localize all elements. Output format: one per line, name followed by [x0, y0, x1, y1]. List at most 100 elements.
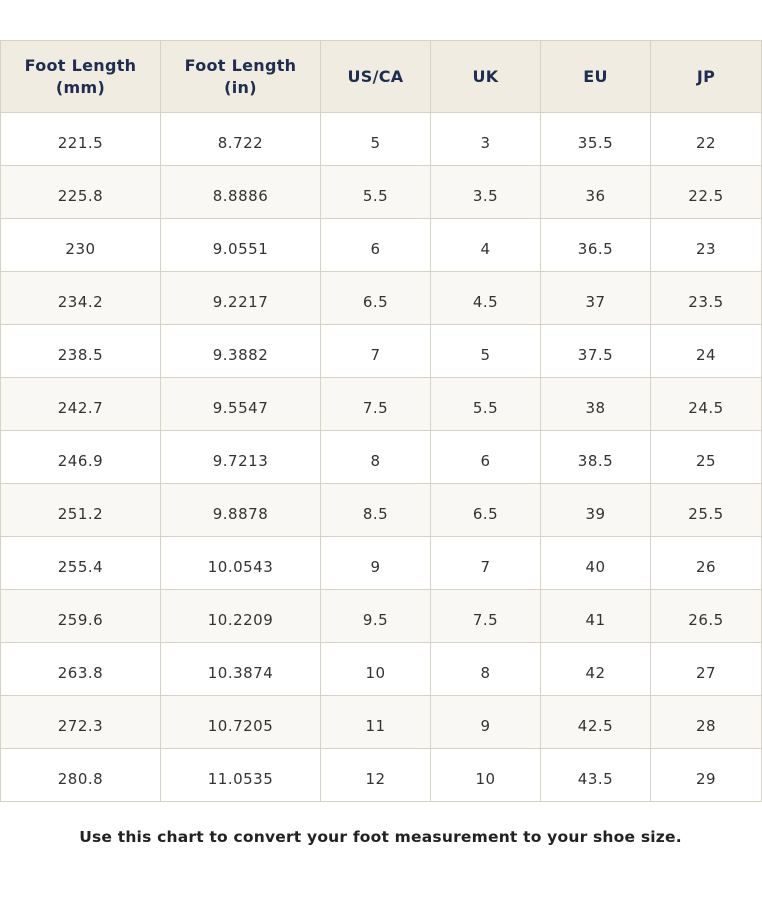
table-cell: 242.7: [0, 377, 161, 431]
table-cell: 26: [650, 536, 762, 590]
table-cell: 23.5: [650, 271, 762, 325]
table-cell: 10: [320, 642, 431, 696]
table-cell: 12: [320, 748, 431, 802]
table-cell: 36: [540, 165, 651, 219]
table-cell: 9: [320, 536, 431, 590]
table-cell: 29: [650, 748, 762, 802]
column-header: Foot Length (mm): [0, 40, 161, 113]
table-cell: 230: [0, 218, 161, 272]
table-cell: 9.2217: [160, 271, 321, 325]
table-cell: 234.2: [0, 271, 161, 325]
table-row: 251.2 9.8878 8.5 6.5 39 25.5: [0, 483, 762, 537]
table-row: 225.8 8.8886 5.5 3.5 36 22.5: [0, 165, 762, 219]
table-cell: 42: [540, 642, 651, 696]
table-cell: 9.3882: [160, 324, 321, 378]
table-cell: 8.5: [320, 483, 431, 537]
table-cell: 5.5: [430, 377, 541, 431]
table-cell: 5: [430, 324, 541, 378]
table-cell: 38.5: [540, 430, 651, 484]
table-cell: 22.5: [650, 165, 762, 219]
table-cell: 23: [650, 218, 762, 272]
table-cell: 9.7213: [160, 430, 321, 484]
table-cell: 24: [650, 324, 762, 378]
table-cell: 37.5: [540, 324, 651, 378]
table-cell: 9.8878: [160, 483, 321, 537]
size-table: Foot Length (mm) Foot Length (in) US/CA UK E…: [0, 40, 762, 802]
table-cell: 6: [320, 218, 431, 272]
table-body: 221.5 8.722 5 3 35.5 22 225.8 8.8886 5.5 3.5 36 22.…: [0, 112, 762, 802]
table-cell: 8: [430, 642, 541, 696]
table-cell: 7: [320, 324, 431, 378]
table-row: 246.9 9.7213 8 6 38.5 25: [0, 430, 762, 484]
column-header: EU: [540, 40, 651, 113]
table-cell: 9.0551: [160, 218, 321, 272]
table-cell: 6.5: [430, 483, 541, 537]
header-row: Foot Length (mm) Foot Length (in) US/CA UK E…: [0, 40, 762, 113]
table-cell: 22: [650, 112, 762, 166]
table-cell: 259.6: [0, 589, 161, 643]
table-row: 255.4 10.0543 9 7 40 26: [0, 536, 762, 590]
column-header: US/CA: [320, 40, 431, 113]
caption: Use this chart to convert your foot meas…: [79, 828, 682, 846]
table-row: 238.5 9.3882 7 5 37.5 24: [0, 324, 762, 378]
table-cell: 10.3874: [160, 642, 321, 696]
table-cell: 6: [430, 430, 541, 484]
table-cell: 39: [540, 483, 651, 537]
table-cell: 28: [650, 695, 762, 749]
table-row: 272.3 10.7205 11 9 42.5 28: [0, 695, 762, 749]
table-cell: 8.722: [160, 112, 321, 166]
table-cell: 3.5: [430, 165, 541, 219]
table-head: Foot Length (mm) Foot Length (in) US/CA UK E…: [0, 40, 762, 113]
table-cell: 3: [430, 112, 541, 166]
column-header: JP: [650, 40, 762, 113]
table-cell: 35.5: [540, 112, 651, 166]
table-cell: 10.0543: [160, 536, 321, 590]
table-cell: 7: [430, 536, 541, 590]
table-row: 263.8 10.3874 10 8 42 27: [0, 642, 762, 696]
table-cell: 8: [320, 430, 431, 484]
table-cell: 25.5: [650, 483, 762, 537]
size-chart: Foot Length (mm) Foot Length (in) US/CA UK E…: [0, 40, 762, 802]
table-cell: 41: [540, 589, 651, 643]
table-cell: 42.5: [540, 695, 651, 749]
table-cell: 263.8: [0, 642, 161, 696]
table-cell: 40: [540, 536, 651, 590]
table-row: 280.8 11.0535 12 10 43.5 29: [0, 748, 762, 802]
table-cell: 36.5: [540, 218, 651, 272]
table-cell: 8.8886: [160, 165, 321, 219]
table-cell: 10.2209: [160, 589, 321, 643]
table-cell: 37: [540, 271, 651, 325]
table-cell: 43.5: [540, 748, 651, 802]
table-cell: 9.5: [320, 589, 431, 643]
table-cell: 246.9: [0, 430, 161, 484]
table-row: 242.7 9.5547 7.5 5.5 38 24.5: [0, 377, 762, 431]
table-cell: 255.4: [0, 536, 161, 590]
table-cell: 9.5547: [160, 377, 321, 431]
table-cell: 26.5: [650, 589, 762, 643]
table-cell: 4.5: [430, 271, 541, 325]
table-cell: 10: [430, 748, 541, 802]
column-header: Foot Length (in): [160, 40, 321, 113]
table-cell: 38: [540, 377, 651, 431]
table-cell: 5.5: [320, 165, 431, 219]
table-cell: 7.5: [430, 589, 541, 643]
table-row: 234.2 9.2217 6.5 4.5 37 23.5: [0, 271, 762, 325]
table-cell: 221.5: [0, 112, 161, 166]
table-cell: 272.3: [0, 695, 161, 749]
table-cell: 238.5: [0, 324, 161, 378]
table-row: 230 9.0551 6 4 36.5 23: [0, 218, 762, 272]
table-row: 259.6 10.2209 9.5 7.5 41 26.5: [0, 589, 762, 643]
table-cell: 225.8: [0, 165, 161, 219]
table-cell: 25: [650, 430, 762, 484]
table-cell: 9: [430, 695, 541, 749]
table-cell: 27: [650, 642, 762, 696]
table-cell: 4: [430, 218, 541, 272]
table-cell: 11.0535: [160, 748, 321, 802]
table-cell: 7.5: [320, 377, 431, 431]
table-cell: 5: [320, 112, 431, 166]
table-cell: 10.7205: [160, 695, 321, 749]
table-cell: 251.2: [0, 483, 161, 537]
table-row: 221.5 8.722 5 3 35.5 22: [0, 112, 762, 166]
table-cell: 24.5: [650, 377, 762, 431]
